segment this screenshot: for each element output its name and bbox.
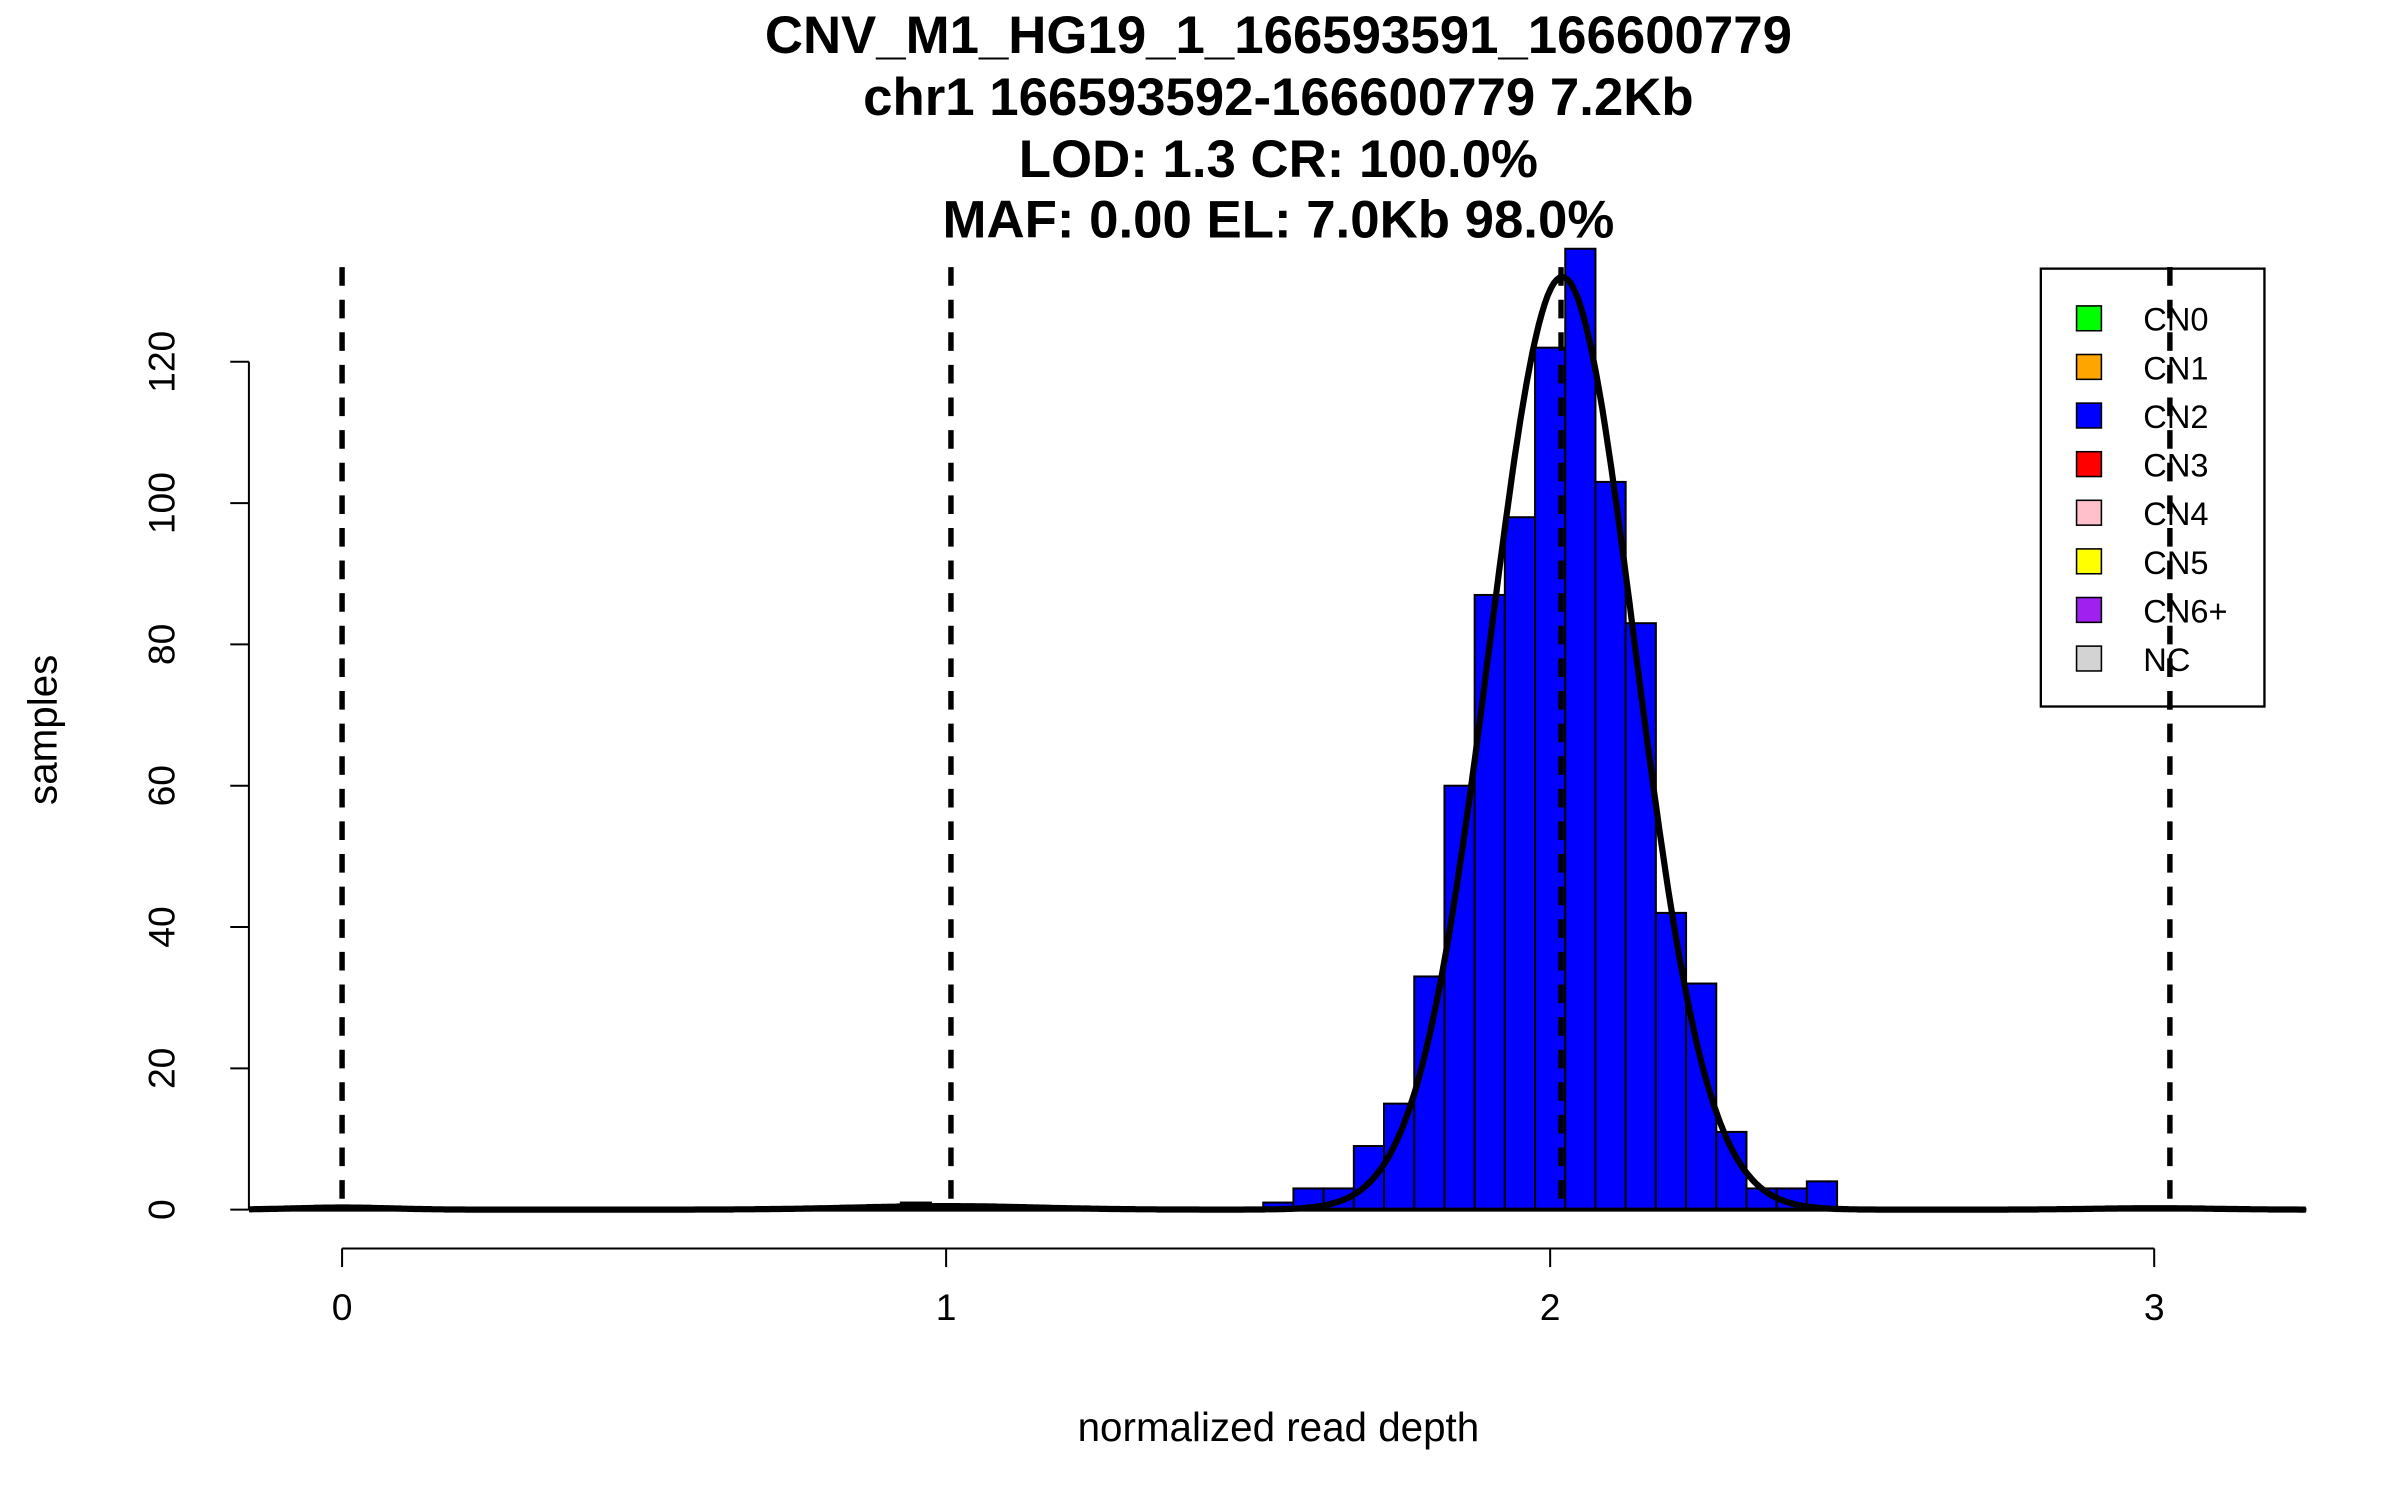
legend-label: CN3 <box>2143 447 2208 484</box>
histogram-bar <box>1624 622 1657 1211</box>
legend-label: CN2 <box>2143 398 2208 435</box>
axes: 0 1 2 3 0 20 40 60 80 100 120 <box>140 331 2307 1328</box>
legend-box <box>2039 267 2266 708</box>
legend-label: CN0 <box>2143 301 2208 338</box>
dashed-lines <box>339 267 2173 1210</box>
y-tick-label: 40 <box>140 906 182 947</box>
legend-swatch <box>2075 305 2103 332</box>
bars <box>899 247 1839 1211</box>
histogram-bar <box>1564 247 1597 1211</box>
histogram-bar <box>1503 516 1537 1211</box>
legend-label: CN4 <box>2143 495 2208 532</box>
histogram-bar <box>1413 975 1446 1211</box>
title-line-2: chr1 166593592-166600779 7.2Kb <box>863 68 1694 127</box>
legend-swatch <box>2075 548 2103 575</box>
title-line-1: CNV_M1_HG19_1_166593591_166600779 <box>765 6 1792 65</box>
x-tick-label: 1 <box>936 1286 957 1328</box>
y-tick-label: 0 <box>140 1199 182 1220</box>
histogram-bar <box>1594 480 1627 1211</box>
x-tick-label: 0 <box>332 1286 353 1328</box>
legend-swatch <box>2075 596 2103 624</box>
fit-curve <box>249 273 2306 1213</box>
title-line-4: MAF: 0.00 EL: 7.0Kb 98.0% <box>943 191 1615 250</box>
legend-label: NC <box>2143 641 2190 678</box>
legend-swatch <box>2075 353 2103 381</box>
y-tick-label: 20 <box>140 1048 182 1089</box>
legend-label: CN1 <box>2143 349 2208 386</box>
legend-label: CN5 <box>2143 544 2208 581</box>
title-line-3: LOD: 1.3 CR: 100.0% <box>1019 130 1538 189</box>
legend-swatch <box>2075 402 2103 429</box>
y-tick-label: 100 <box>140 472 182 534</box>
legend-swatch <box>2075 645 2103 672</box>
x-tick-label: 3 <box>2144 1286 2165 1328</box>
chart-title: CNV_M1_HG19_1_166593591_166600779 chr1 1… <box>765 6 1792 250</box>
y-tick-label: 80 <box>140 624 182 665</box>
legend: CN0 CN1 CN2 CN3 CN4 CN5 CN6+ NC <box>2039 267 2266 715</box>
y-tick-label: 60 <box>140 765 182 806</box>
histogram-bar <box>1352 1145 1386 1211</box>
legend-swatch <box>2075 499 2103 526</box>
histogram-bar <box>1473 593 1506 1211</box>
x-tick-label: 2 <box>1540 1286 1561 1328</box>
legend-swatch <box>2075 450 2103 478</box>
legend-label: CN6+ <box>2143 592 2227 629</box>
y-axis-label: samples <box>19 655 65 805</box>
x-axis-label: normalized read depth <box>1078 1404 1480 1450</box>
y-tick-label: 120 <box>140 331 182 393</box>
